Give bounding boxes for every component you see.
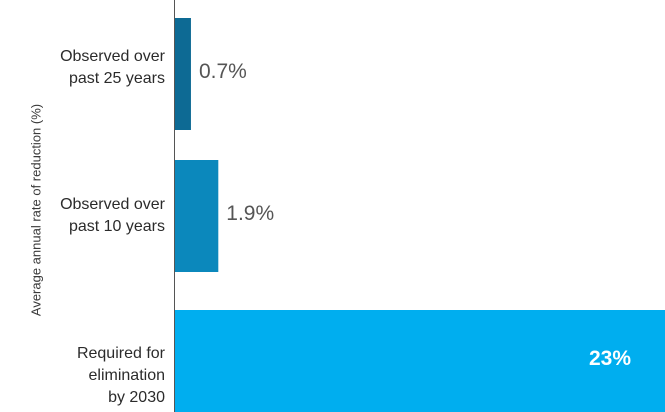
value-label-3: 23% — [589, 347, 632, 370]
value-label-1: 0.7% — [198, 60, 247, 83]
bar-2 — [175, 160, 219, 272]
bar-3 — [175, 310, 665, 412]
category-label-1: Observed over past 25 years — [60, 48, 165, 87]
bar-1 — [175, 18, 191, 130]
category-label-2: Observed over past 10 years — [60, 196, 165, 235]
category-label-3: Required for elimination by 2030 — [76, 345, 165, 406]
value-label-2: 1.9% — [226, 202, 275, 225]
